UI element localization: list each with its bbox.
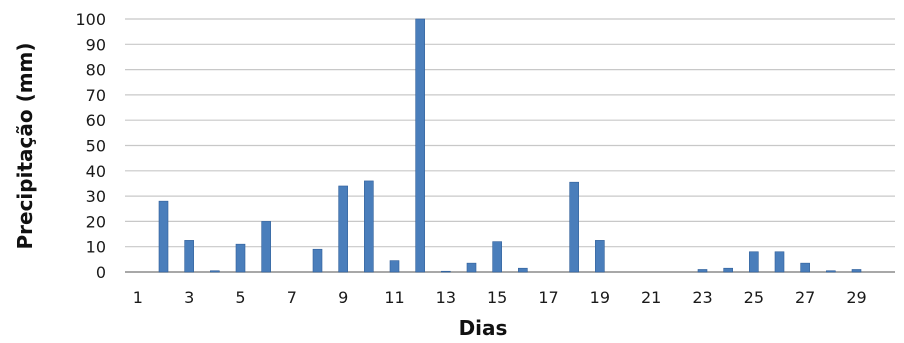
bars-group — [158, 18, 862, 273]
x-tick-label: 9 — [338, 288, 348, 307]
bar-day-29 — [851, 269, 862, 273]
bar-day-2 — [158, 200, 169, 273]
y-tick-label: 60 — [86, 111, 106, 130]
y-axis-ticks: 0 10 20 30 40 50 60 70 80 90 100 — [75, 10, 106, 282]
bar-day-8 — [312, 248, 323, 273]
y-tick-label: 0 — [96, 263, 106, 282]
y-tick-label: 70 — [86, 86, 106, 105]
bar-day-27 — [800, 262, 810, 273]
bar-day-9 — [338, 185, 348, 273]
bar-day-6 — [261, 221, 271, 273]
x-tick-label: 3 — [184, 288, 194, 307]
y-tick-label: 50 — [86, 137, 106, 156]
bar-day-5 — [235, 243, 246, 273]
x-tick-label: 23 — [692, 288, 712, 307]
bar-day-23 — [697, 269, 708, 273]
x-tick-label: 5 — [235, 288, 245, 307]
bar-day-16 — [518, 267, 528, 273]
y-tick-label: 30 — [86, 187, 106, 206]
y-tick-label: 80 — [86, 61, 106, 80]
bar-day-19 — [595, 240, 605, 273]
bar-day-14 — [466, 262, 477, 273]
y-tick-label: 40 — [86, 162, 106, 181]
x-axis-ticks: 1 3 5 7 9 11 13 15 17 19 21 23 25 27 29 — [133, 288, 867, 307]
bar-day-25 — [749, 251, 759, 273]
bar-day-18 — [569, 181, 579, 273]
x-tick-label: 11 — [384, 288, 404, 307]
bar-day-12 — [415, 18, 425, 273]
bar-day-3 — [184, 240, 194, 273]
y-tick-label: 10 — [86, 238, 106, 257]
bar-day-28 — [826, 270, 836, 273]
x-tick-label: 15 — [487, 288, 507, 307]
x-tick-label: 27 — [795, 288, 815, 307]
bar-day-4 — [210, 270, 220, 273]
x-tick-label: 25 — [744, 288, 764, 307]
x-tick-label: 7 — [287, 288, 297, 307]
x-axis-title: Dias — [459, 316, 508, 340]
y-tick-label: 20 — [86, 212, 106, 231]
bar-day-15 — [492, 241, 502, 273]
y-tick-label: 100 — [75, 10, 106, 29]
y-tick-label: 90 — [86, 35, 106, 54]
x-tick-label: 17 — [538, 288, 558, 307]
bar-day-24 — [723, 267, 733, 273]
gridlines — [125, 18, 895, 273]
y-axis-title: Precipitação (mm) — [13, 42, 37, 249]
bar-day-13 — [441, 270, 451, 273]
x-tick-label: 13 — [436, 288, 456, 307]
bar-day-10 — [364, 180, 374, 273]
bar-day-26 — [774, 251, 785, 273]
x-tick-label: 19 — [590, 288, 610, 307]
x-tick-label: 21 — [641, 288, 661, 307]
x-tick-label: 1 — [133, 288, 143, 307]
x-tick-label: 29 — [846, 288, 866, 307]
bar-day-11 — [389, 260, 400, 273]
